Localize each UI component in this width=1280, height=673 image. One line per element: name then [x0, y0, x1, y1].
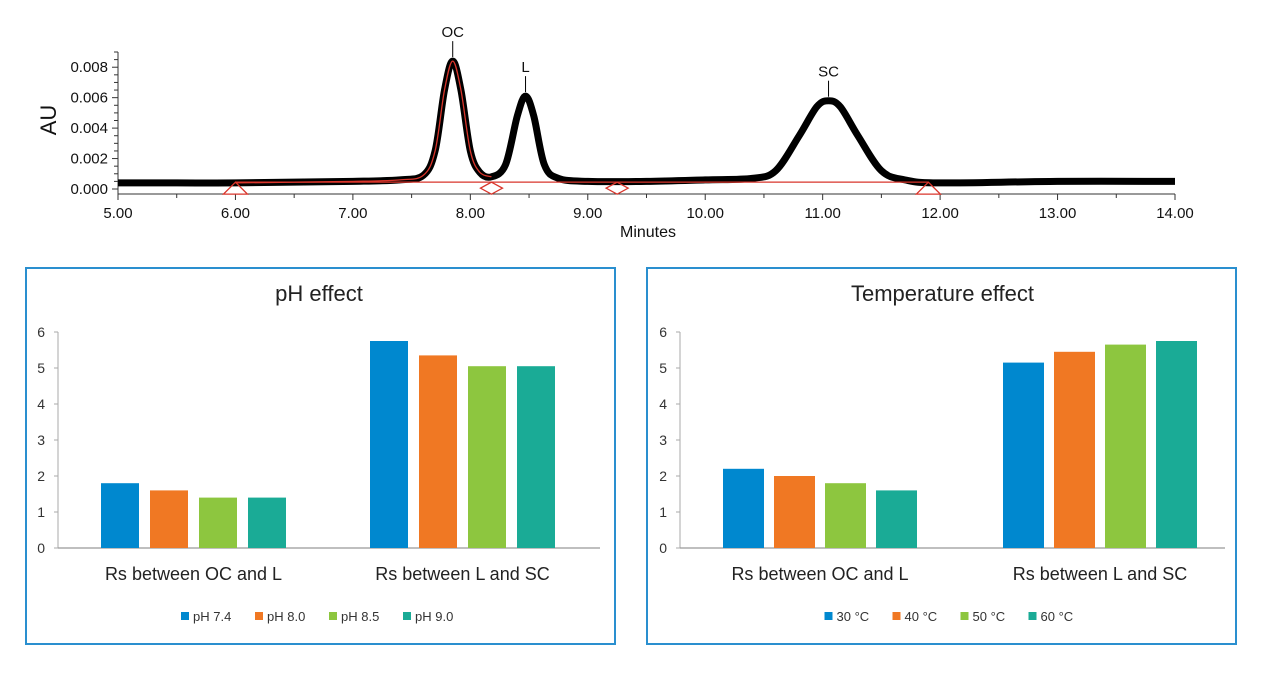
legend-label: 40 °C	[905, 609, 938, 624]
diamond-marker	[479, 181, 504, 195]
y-tick-label: 0.000	[70, 181, 108, 198]
y-tick-label: 0.004	[70, 120, 108, 137]
bar-40-c	[774, 476, 815, 548]
bar-ph-8-5	[468, 366, 506, 548]
ph-effect-panel	[25, 267, 616, 645]
bar-60-c	[1156, 341, 1197, 548]
legend-label: pH 8.0	[267, 609, 305, 624]
legend-swatch	[1028, 612, 1037, 620]
y-tick-label: 0.008	[70, 59, 108, 76]
y-tick-label: 6	[37, 324, 45, 340]
y-tick-label: 0.002	[70, 151, 108, 168]
y-axis-label: AU	[36, 105, 61, 136]
triangle-marker	[914, 181, 942, 195]
x-tick-label: 8.00	[456, 205, 485, 222]
chart-title: Temperature effect	[851, 281, 1034, 306]
y-tick-label: 4	[37, 396, 45, 412]
bar-50-c	[825, 483, 866, 548]
x-tick-label: 6.00	[221, 205, 250, 222]
category-label: Rs between OC and L	[105, 564, 282, 584]
y-tick-label: 2	[659, 468, 667, 484]
legend-label: pH 7.4	[193, 609, 231, 624]
x-tick-label: 13.00	[1039, 205, 1077, 222]
x-axis-label: Minutes	[620, 224, 676, 241]
y-tick-label: 0	[659, 540, 667, 556]
legend-label: 60 °C	[1041, 609, 1074, 624]
y-tick-label: 6	[659, 324, 667, 340]
x-tick-label: 10.00	[686, 205, 724, 222]
category-label: Rs between OC and L	[731, 564, 908, 584]
y-tick-label: 3	[659, 432, 667, 448]
x-tick-label: 12.00	[921, 205, 959, 222]
legend-label: pH 9.0	[415, 609, 453, 624]
diamond-marker	[604, 181, 630, 195]
chromatogram-chart: 0.000 0.002 0.004 0.006 0.008 5.00 6.00 7.00 8.0…	[36, 24, 1194, 241]
peak-label: SC	[818, 64, 839, 81]
x-tick-label: 5.00	[103, 205, 132, 222]
chart-title: pH effect	[275, 281, 363, 306]
legend-swatch	[892, 612, 901, 620]
bar-30-c	[723, 468, 764, 548]
category-label: Rs between L and SC	[375, 564, 549, 584]
legend-swatch	[403, 612, 411, 620]
bar-ph-9-0	[248, 497, 286, 548]
bar-ph-8-0	[150, 490, 188, 548]
bar-50-c	[1105, 344, 1146, 548]
legend-swatch	[181, 612, 189, 620]
y-tick-label: 3	[37, 432, 45, 448]
bar-ph-8-5	[199, 497, 237, 548]
bar-ph-9-0	[517, 366, 555, 548]
bar-40-c	[1054, 351, 1095, 548]
legend-label: 30 °C	[837, 609, 870, 624]
legend-label: 50 °C	[973, 609, 1006, 624]
y-tick-label: 1	[37, 504, 45, 520]
legend-swatch	[255, 612, 263, 620]
x-tick-label: 9.00	[573, 205, 602, 222]
y-tick-label: 5	[659, 360, 667, 376]
peak-label: OC	[441, 24, 464, 41]
bar-60-c	[876, 490, 917, 548]
legend-swatch	[824, 612, 833, 620]
x-tick-label: 14.00	[1156, 205, 1194, 222]
legend-swatch	[960, 612, 969, 620]
bar-ph-8-0	[419, 355, 457, 548]
x-tick-label: 11.00	[804, 205, 840, 222]
legend-label: pH 8.5	[341, 609, 379, 624]
triangle-marker	[221, 181, 250, 195]
peak-label: L	[521, 59, 529, 76]
y-tick-label: 0.006	[70, 90, 108, 107]
y-tick-label: 2	[37, 468, 45, 484]
y-tick-label: 1	[659, 504, 667, 520]
y-tick-label: 4	[659, 396, 667, 412]
bar-30-c	[1003, 362, 1044, 548]
temperature-effect-panel	[646, 267, 1237, 645]
x-tick-label: 7.00	[338, 205, 367, 222]
bar-ph-7-4	[101, 483, 139, 548]
y-tick-label: 5	[37, 360, 45, 376]
category-label: Rs between L and SC	[1013, 564, 1187, 584]
legend-swatch	[329, 612, 337, 620]
oc-peak-fit-line	[235, 60, 492, 184]
bar-ph-7-4	[370, 341, 408, 548]
y-tick-label: 0	[37, 540, 45, 556]
